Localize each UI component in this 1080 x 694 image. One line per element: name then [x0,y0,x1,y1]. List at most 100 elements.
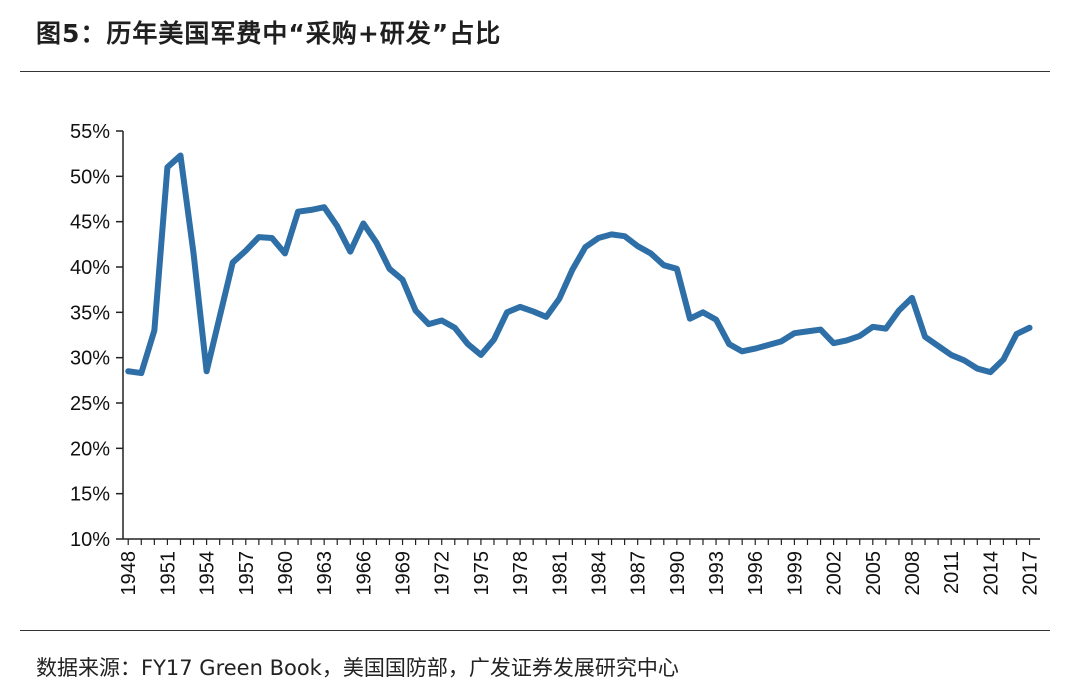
x-tick-label: 1960 [275,551,297,596]
data-point [857,333,862,338]
data-point [243,248,248,253]
data-point [348,249,353,254]
x-tick-label: 1963 [314,551,336,596]
x-tick-label: 1954 [197,551,219,596]
x-tick-label: 2011 [941,551,963,594]
data-point [753,346,758,351]
data-point [439,318,444,323]
y-tick-label: 50% [70,166,110,188]
x-tick-label: 1957 [236,551,258,596]
data-point [831,341,836,346]
x-tick-label: 1993 [706,551,728,596]
data-point [387,266,392,271]
y-tick-label: 10% [70,529,110,551]
data-point [687,316,692,321]
data-point [792,331,797,336]
data-point [1001,357,1006,362]
data-point [256,235,261,240]
data-point [975,366,980,371]
data-point [648,251,653,256]
data-point [452,325,457,330]
data-point [805,329,810,334]
data-point [700,310,705,315]
data-point [126,369,131,374]
x-tick-label: 1951 [157,551,179,596]
data-point [596,235,601,240]
data-point [191,251,196,256]
data-point [988,370,993,375]
data-point [478,352,483,357]
x-axis: 1948 1951 1954 1957 1960 1963 1966 1969 1972 1975… [118,538,1042,596]
y-tick-label: 30% [70,348,110,370]
data-point [230,260,235,265]
x-tick-label: 1966 [353,551,375,596]
data-point [583,245,588,250]
data-point [674,266,679,271]
x-tick-label: 1969 [393,551,415,596]
data-point [661,263,666,268]
series-group [125,152,1033,377]
x-tick-label: 1984 [588,551,610,596]
top-divider [20,71,1050,72]
chart-title: 图5：历年美国军费中“采购+研发”占比 [36,19,502,48]
data-point [727,342,732,347]
source-note: 数据来源：FY17 Green Book，美国国防部，广发证券发展研究中心 [36,656,679,680]
data-point [204,369,209,374]
data-point [335,224,340,229]
x-tick-label: 1996 [745,551,767,596]
data-point [322,205,327,210]
data-point [622,234,627,239]
x-tick-label: 2014 [980,551,1002,596]
y-tick-label: 25% [70,393,110,415]
x-tick-label: 1978 [510,551,532,596]
data-point [962,358,967,363]
data-point [570,267,575,272]
x-tick-label: 1981 [549,551,571,596]
y-tick-label: 35% [70,302,110,324]
x-tick-label: 1990 [667,551,689,596]
x-tick-label: 1975 [471,551,493,596]
data-point [557,296,562,301]
x-tick-label: 1999 [784,551,806,596]
line-chart: 10%15%20%25%30%35%40%45%50%55% 1948 1951 1… [70,121,1042,596]
data-point [896,308,901,313]
data-point [818,327,823,332]
data-point [635,244,640,249]
x-tick-label: 1972 [432,551,454,596]
data-point [465,342,470,347]
data-point [413,308,418,313]
data-point [883,326,888,331]
data-point [426,322,431,327]
x-tick-label: 2002 [824,551,846,596]
data-point [870,324,875,329]
data-point [309,207,314,212]
y-tick-label: 55% [70,121,110,143]
y-axis: 10% 15% 20% 25% 30% 35% 40% 45% 50% 55% [70,121,124,551]
data-point [544,314,549,319]
x-tick-label: 1948 [118,551,140,596]
data-point [269,235,274,240]
data-point [491,337,496,342]
data-point [282,251,287,256]
data-point [1027,325,1032,330]
y-tick-label: 40% [70,257,110,279]
bottom-divider [20,630,1050,631]
x-tick-label: 1987 [628,551,650,596]
data-point [139,371,144,376]
data-point [152,328,157,333]
data-point [766,342,771,347]
data-point [779,339,784,344]
y-tick-label: 15% [70,484,110,506]
data-point [923,334,928,339]
data-point [714,317,719,322]
data-point [531,309,536,314]
data-point [361,221,366,226]
data-point [1014,332,1019,337]
x-tick-label: 2017 [1020,551,1042,596]
data-point [165,165,170,170]
data-point [178,153,183,158]
y-tick-label: 45% [70,212,110,234]
data-point [909,295,914,300]
data-point [949,352,954,357]
data-point [518,304,523,309]
